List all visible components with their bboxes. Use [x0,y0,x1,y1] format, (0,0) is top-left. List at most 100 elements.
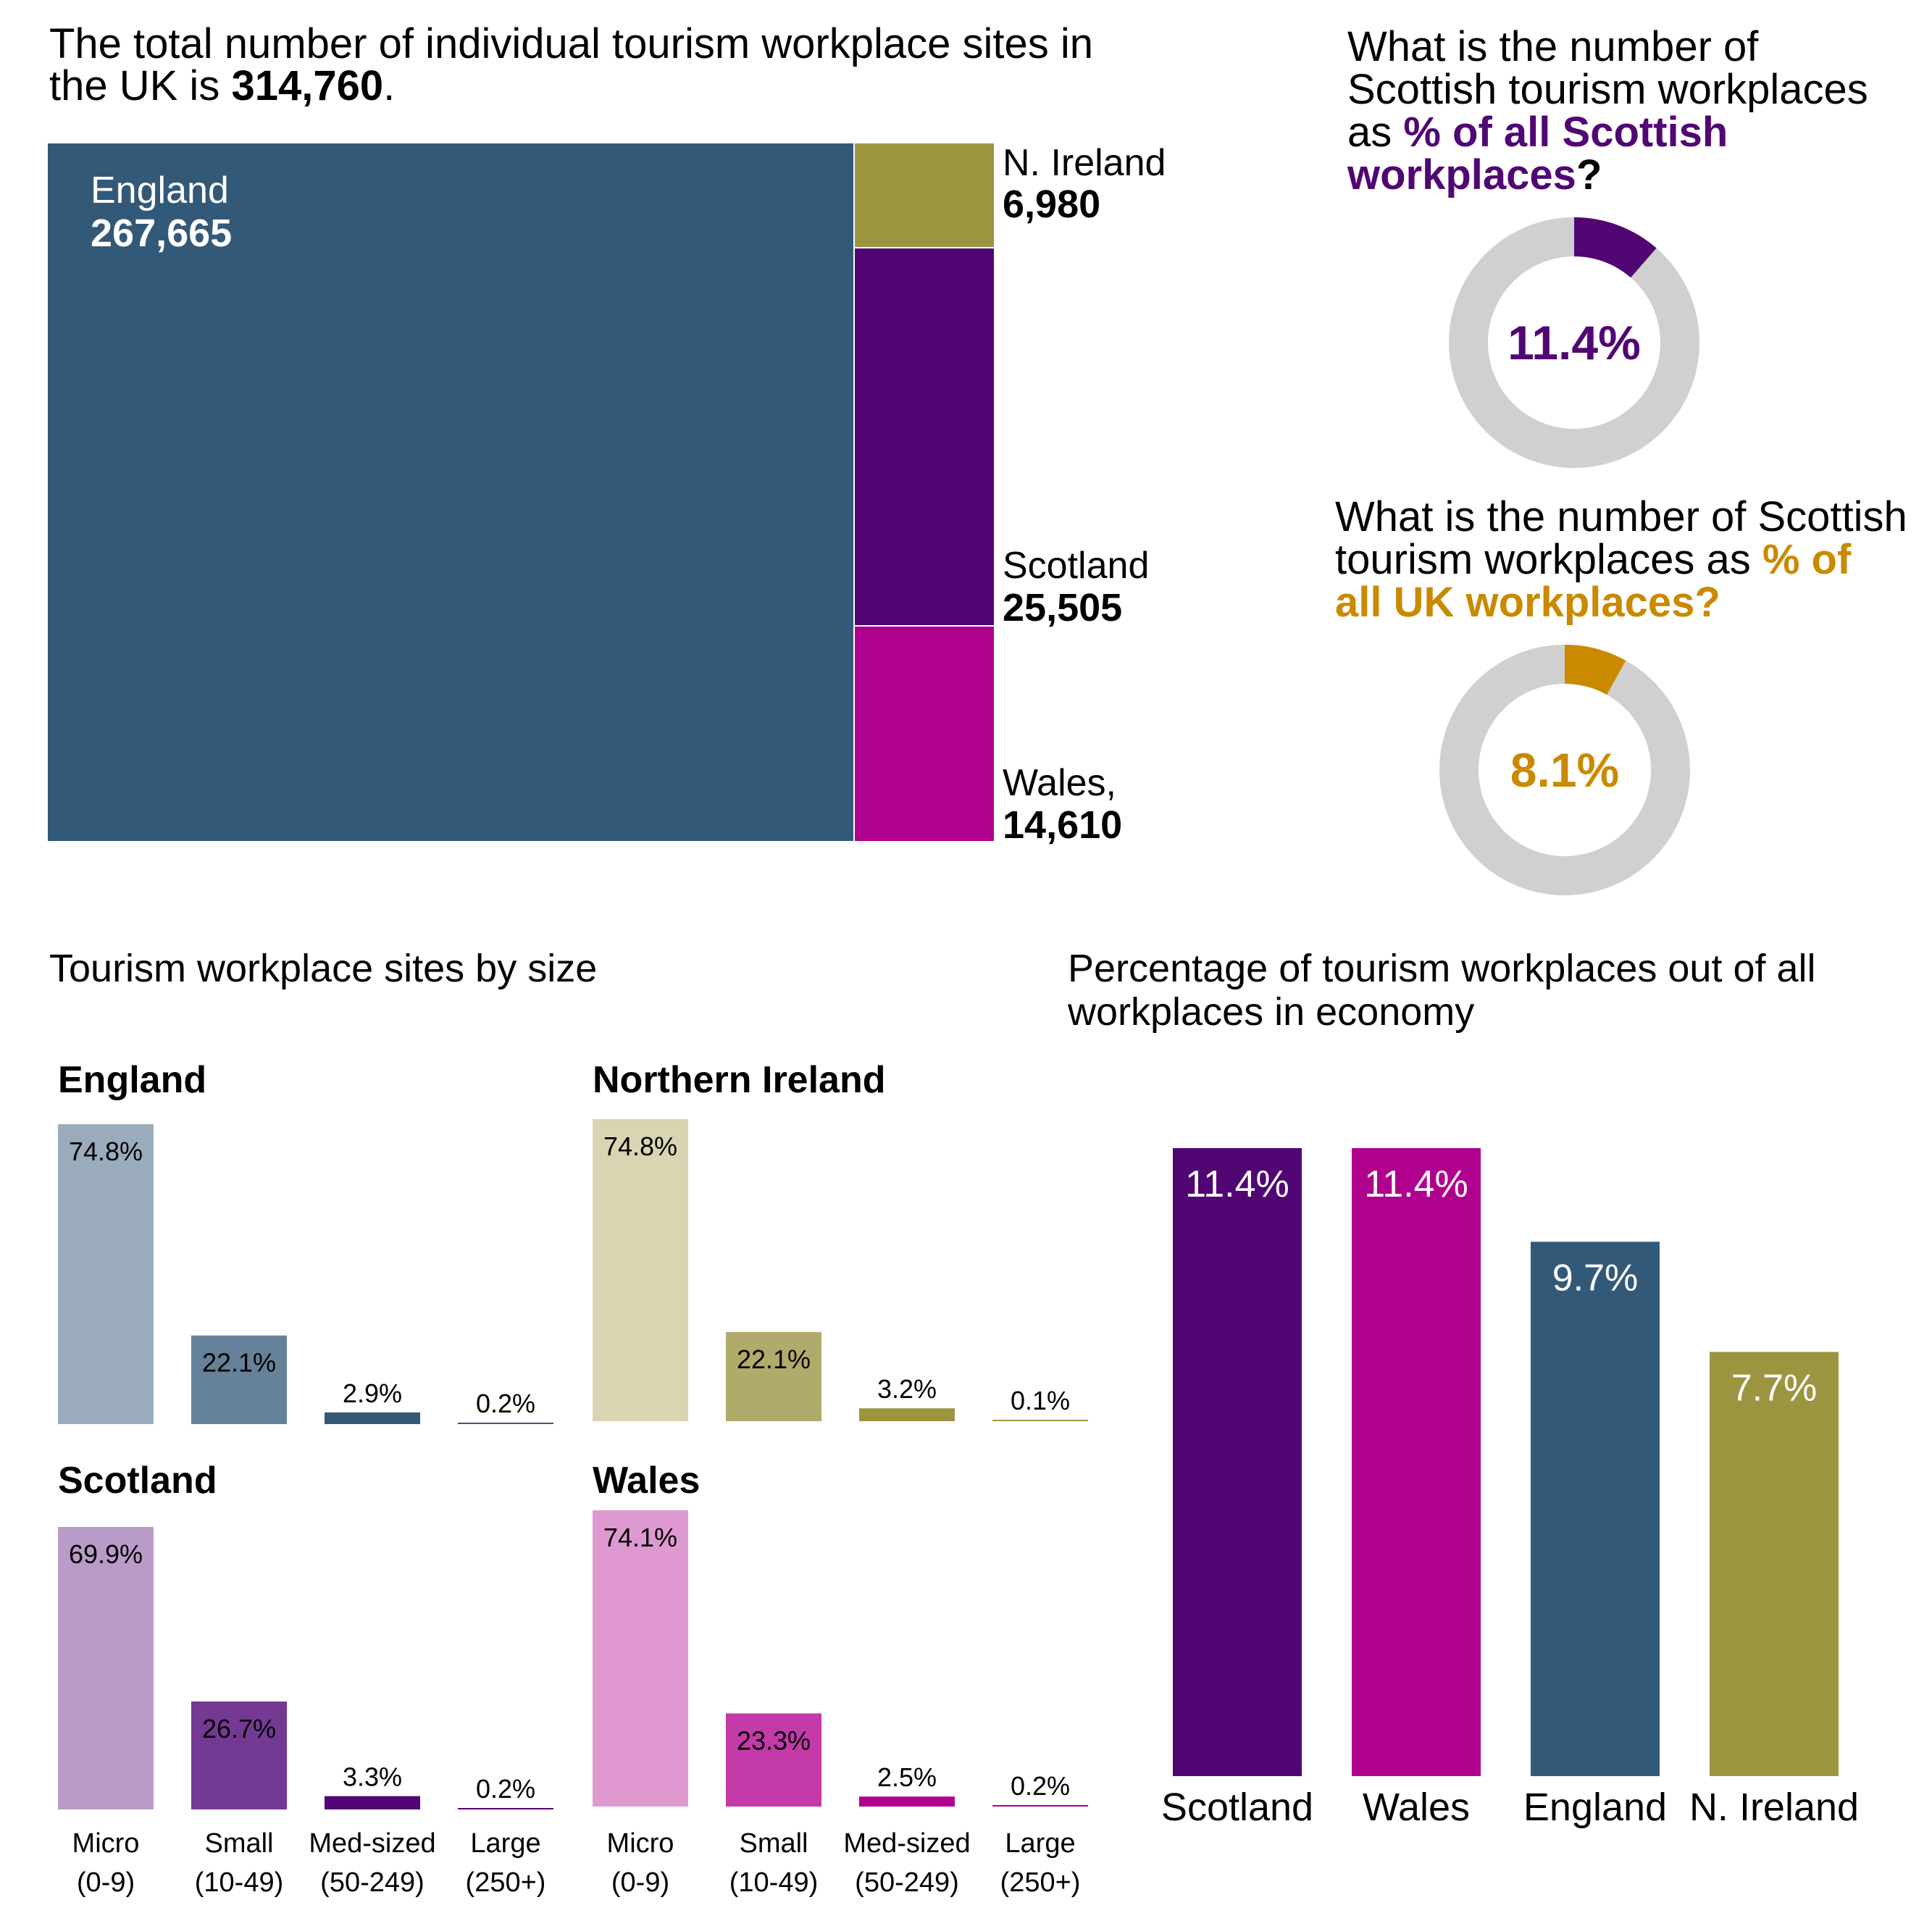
donut-scotland-question-line4: workplaces? [1347,151,1602,198]
size-bar-scotland-2 [325,1796,420,1809]
treemap-scotland-value: 25,505 [1003,586,1122,629]
pct-section-title-line1: Percentage of tourism workplaces out of … [1068,947,1816,990]
size-axis-label-1-0-line2: (0-9) [611,1867,669,1898]
size-bar-label-n-ireland-0: 74.8% [603,1131,677,1161]
size-bar-wales-0 [593,1510,688,1807]
donut-uk-question-line2: tourism workplaces as % of [1335,536,1852,583]
donut-scotland-section: What is the number of Scottish tourism w… [1347,23,1868,468]
size-bar-scotland-1 [191,1702,287,1809]
pct-bar-1 [1352,1148,1481,1776]
size-axis-label-1-1-line2: (10-49) [729,1867,819,1898]
size-bar-label-scotland-3: 0.2% [476,1774,535,1804]
size-bar-label-scotland-0: 69.9% [69,1539,143,1569]
size-bar-n-ireland-3 [992,1420,1088,1421]
pct-category-label-1: Wales [1363,1786,1470,1829]
donut-scotland-slice [1573,217,1657,278]
treemap-england-value: 267,665 [91,212,232,255]
treemap-england [48,143,853,841]
pct-bar-value-3: 7.7% [1731,1367,1818,1409]
pct-bar-value-2: 9.7% [1552,1257,1639,1299]
treemap-n-ireland-value: 6,980 [1003,183,1100,226]
treemap-total: 314,760 [231,62,383,109]
donut-uk-slice [1564,645,1626,695]
treemap-title-line1: The total number of individual tourism w… [49,20,1093,67]
pct-category-label-3: N. Ireland [1689,1786,1859,1829]
size-bar-wales-1 [726,1713,821,1807]
size-bar-label-scotland-2: 3.3% [343,1762,402,1792]
size-chart-wales-title: Wales [593,1460,700,1502]
size-bar-label-n-ireland-2: 3.2% [877,1374,937,1404]
size-bar-label-wales-1: 23.3% [737,1725,811,1755]
size-bar-wales-3 [992,1805,1088,1807]
size-bar-england-3 [458,1423,553,1424]
donut-uk-question-line3: all UK workplaces? [1335,579,1720,626]
size-bar-label-scotland-1: 26.7% [202,1714,276,1744]
size-axis-label-1-3-line2: (250+) [1000,1867,1081,1898]
size-chart-england-title: England [58,1059,206,1101]
size-bar-label-england-2: 2.9% [343,1378,402,1408]
size-charts: 74.8% 22.1% 2.9% 0.2% 74.8% 22.1% 3.2% 0.1% 69.9… [58,1119,1088,1809]
donut-uk-value: 8.1% [1510,743,1619,797]
treemap-scotland-name: Scotland [1003,545,1149,587]
size-axis-label-0-1-line2: (10-49) [195,1867,284,1898]
size-bar-scotland-3 [458,1808,553,1809]
size-bar-label-n-ireland-3: 0.1% [1011,1386,1070,1415]
donut-scotland-value: 11.4% [1507,316,1641,369]
donut-scotland-question-line2: Scottish tourism workplaces [1347,66,1868,113]
size-bar-label-wales-0: 74.1% [603,1523,677,1552]
donut-scotland-question-line1: What is the number of [1347,23,1759,70]
size-bar-label-england-3: 0.2% [476,1389,535,1418]
pct-bar-3 [1710,1352,1839,1776]
treemap-wales [855,627,994,841]
size-chart-scotland-title: Scotland [58,1460,217,1502]
size-axis-label-1-0-line1: Micro [607,1828,674,1859]
pct-chart: 11.4% Scotland 11.4% Wales 9.7% England 7.7% N.… [1161,1148,1859,1829]
size-bar-n-ireland-1 [726,1331,821,1421]
treemap-title-line2: the UK is 314,760. [49,62,395,109]
size-axis-label-1-3-line1: Large [1005,1828,1075,1859]
size-axis-label-1-2-line2: (50-249) [855,1867,959,1898]
size-bar-wales-2 [859,1796,955,1807]
size-axis-label-1-1-line1: Small [739,1828,808,1859]
size-bar-england-0 [58,1124,154,1424]
size-bar-england-1 [191,1335,287,1424]
size-axis-labels: Micro (0-9) Small (10-49) Med-sized (50-249) L… [72,1828,1081,1898]
pct-bar-value-0: 11.4% [1185,1163,1289,1205]
treemap-section: The total number of individual tourism w… [48,20,1166,847]
size-bar-label-england-0: 74.8% [69,1137,143,1166]
treemap-wales-value: 14,610 [1003,803,1122,847]
size-bar-scotland-0 [58,1527,154,1809]
size-bar-label-wales-2: 2.5% [877,1762,937,1792]
pct-section: Percentage of tourism workplaces out of … [1067,947,1859,1829]
size-bar-label-n-ireland-1: 22.1% [737,1344,811,1374]
size-chart-n-ireland-title: Northern Ireland [593,1059,886,1101]
pct-section-title-line2: workplaces in economy [1067,990,1474,1034]
donut-uk-question-line1: What is the number of Scottish [1335,493,1907,540]
size-axis-label-0-2-line1: Med-sized [309,1828,435,1859]
donut-uk-section: What is the number of Scottish tourism w… [1335,493,1907,895]
pct-bar-0 [1173,1148,1302,1776]
donut-scotland-question-line3: as % of all Scottish [1347,109,1728,156]
size-axis-label-0-3-line1: Large [470,1828,540,1859]
treemap-n-ireland [855,143,994,247]
size-axis-label-1-2-line1: Med-sized [843,1828,970,1859]
pct-category-label-2: England [1523,1786,1667,1829]
size-axis-label-0-2-line2: (50-249) [320,1867,425,1898]
size-axis-label-0-0-line1: Micro [72,1828,140,1859]
size-bar-n-ireland-0 [593,1119,688,1421]
size-axis-label-0-3-line2: (250+) [466,1867,546,1898]
size-axis-label-0-0-line2: (0-9) [77,1867,135,1898]
treemap-scotland [855,248,994,625]
pct-bar-2 [1531,1242,1660,1776]
treemap-wales-name: Wales, [1003,762,1116,804]
treemap-england-name: England [91,170,229,212]
size-section-title: Tourism workplace sites by size [49,947,597,990]
size-bar-label-wales-3: 0.2% [1011,1771,1070,1801]
treemap-n-ireland-name: N. Ireland [1003,142,1166,184]
size-section: Tourism workplace sites by size England … [49,947,1088,1898]
size-axis-label-0-1-line1: Small [204,1828,273,1859]
size-bar-label-england-1: 22.1% [202,1348,276,1378]
size-bar-n-ireland-2 [859,1408,955,1421]
